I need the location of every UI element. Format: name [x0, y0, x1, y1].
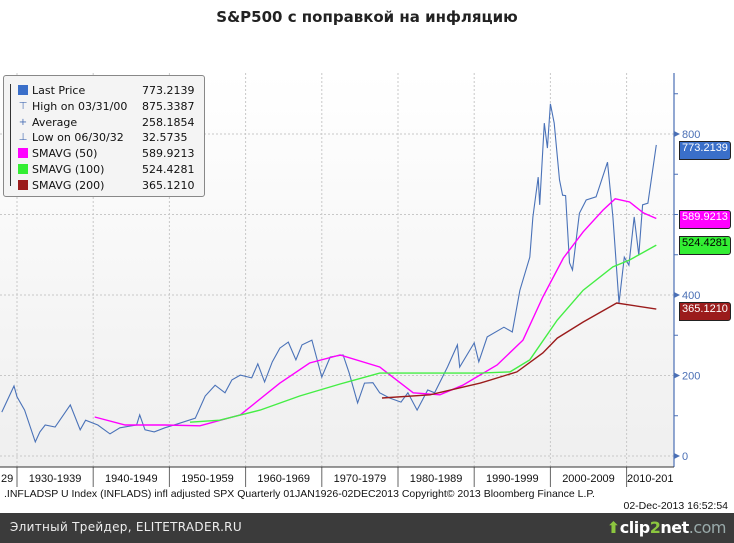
legend-value: 32.5735: [142, 131, 188, 145]
x-tick-label: 1950-1959: [181, 473, 234, 485]
last-value-tag: 365.1210: [679, 302, 731, 321]
series-line-2: [189, 244, 657, 423]
legend-label: SMAVG (100): [32, 163, 105, 176]
low-marker-icon: ⊥: [18, 132, 28, 144]
legend-label: High on 03/31/00: [32, 99, 128, 113]
last-value-tag: 524.4281: [679, 236, 731, 256]
y-tick-marker: [674, 372, 680, 379]
x-tick-label: 1940-1949: [105, 473, 158, 485]
legend-item: SMAVG (50) 589.9213: [18, 146, 202, 161]
legend-label: Low on 06/30/32: [32, 131, 124, 145]
legend-item: Last Price 773.2139: [18, 83, 202, 98]
y-axis: 0 200 400 800: [673, 73, 700, 467]
series-lines: [1, 103, 657, 444]
x-tick-label: 1960-1969: [257, 473, 310, 485]
color-swatch-icon: [18, 179, 28, 190]
legend-value: 773.2139: [142, 84, 195, 97]
x-tick-label: 1990-1999: [486, 473, 539, 485]
legend-value: 365.1210: [142, 178, 195, 192]
footer-timestamp: 02-Dec-2013 16:52:54: [623, 500, 729, 512]
up-arrow-icon: ⬆: [606, 518, 620, 537]
last-value-tag: 589.9213: [679, 209, 731, 229]
legend-label: Last Price: [32, 84, 86, 97]
y-tick-label: 200: [682, 371, 700, 383]
last-value-tag: 773.2139: [679, 141, 731, 160]
color-swatch-icon: [18, 164, 28, 174]
legend: Last Price 773.2139 ⊤ High on 03/31/00 875.3…: [3, 75, 205, 197]
y-tick-marker: [674, 131, 680, 137]
y-tick-label: 400: [682, 290, 700, 302]
x-tick-label: 2000-2009: [562, 473, 615, 485]
x-axis: 29 1930-1939 1940-1949 1950-1959 1960-1969 19…: [0, 466, 674, 487]
legend-value: 875.3387: [142, 99, 195, 113]
y-tick-marker: [674, 292, 680, 298]
high-marker-icon: ⊤: [18, 100, 28, 112]
y-tick-marker: [674, 453, 680, 459]
x-tick-label: 29: [1, 473, 13, 485]
x-tick-label: 1980-1989: [410, 473, 463, 485]
series-line-3: [381, 302, 657, 399]
avg-marker-icon: +: [18, 116, 28, 128]
legend-tree-line: [10, 84, 11, 186]
chart-title: S&P500 с поправкой на инфляцию: [216, 8, 518, 26]
x-tick-label: 2010-201: [627, 473, 674, 485]
color-swatch-icon: [18, 148, 28, 159]
x-tick-label: 1970-1979: [334, 473, 387, 485]
x-tick-label: 1930-1939: [29, 473, 82, 485]
legend-item: ⊥ Low on 06/30/32 32.5735: [18, 130, 202, 145]
color-swatch-icon: [18, 85, 28, 95]
y-tick-label: 0: [682, 451, 688, 463]
y-tick-label: 800: [682, 129, 700, 141]
legend-item: + Average 258.1854: [18, 115, 202, 130]
watermark-text: Элитный Трейдер, ELITETRADER.RU: [10, 520, 242, 534]
footer-source: .INFLADSP U Index (INFLADS) infl adjuste…: [4, 488, 595, 500]
legend-value: 524.4281: [142, 163, 195, 176]
legend-item: SMAVG (200) 365.1210: [18, 178, 202, 193]
legend-label: SMAVG (50): [32, 147, 98, 161]
bottom-bar: Элитный Трейдер, ELITETRADER.RU ⬆clip2ne…: [0, 513, 734, 543]
legend-label: SMAVG (200): [32, 178, 105, 192]
legend-value: 589.9213: [142, 147, 195, 161]
clip2net-logo: ⬆clip2net.com: [606, 518, 727, 537]
legend-value: 258.1854: [142, 115, 195, 129]
legend-label: Average: [32, 115, 78, 129]
legend-item: SMAVG (100) 524.4281: [18, 162, 202, 177]
legend-item: ⊤ High on 03/31/00 875.3387: [18, 99, 202, 114]
